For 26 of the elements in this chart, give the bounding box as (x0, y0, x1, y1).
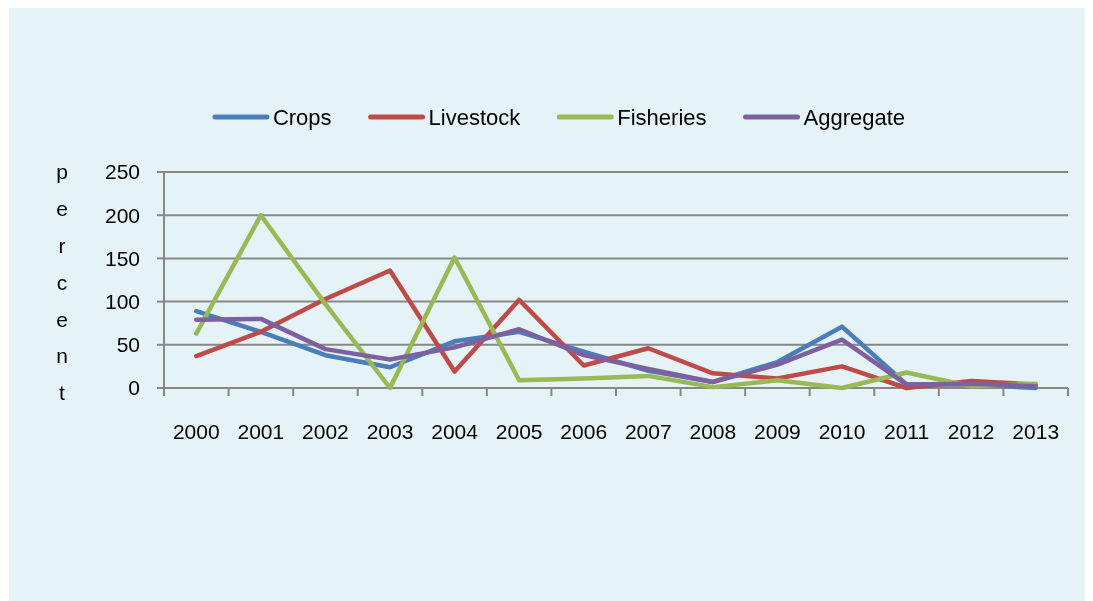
x-tick-label: 2010 (818, 420, 866, 444)
x-tick-label: 2011 (883, 420, 930, 444)
y-tick-label: 200 (104, 203, 140, 227)
x-tick-label: 2012 (947, 420, 995, 444)
x-tick-label: 2009 (754, 420, 801, 444)
x-tick-label: 2013 (1012, 420, 1060, 444)
legend-label: Aggregate (803, 104, 906, 130)
legend-label: Crops (272, 104, 332, 130)
x-tick-label: 2003 (366, 420, 414, 444)
y-tick-label: 250 (104, 160, 140, 184)
x-tick-label: 2008 (689, 420, 737, 444)
x-tick-label: 2002 (302, 420, 349, 444)
x-tick-label: 2001 (237, 420, 285, 444)
y-axis-title: percent (56, 160, 68, 405)
y-tick-label: 0 (128, 376, 140, 400)
x-tick-label: 2007 (624, 420, 672, 444)
legend-label: Fisheries (617, 104, 707, 130)
x-tick-label: 2004 (431, 420, 479, 444)
x-tick-label: 2006 (560, 420, 608, 444)
x-tick-label: 2000 (172, 420, 220, 444)
line-series (194, 212, 1038, 391)
y-tick-label: 50 (116, 333, 140, 357)
legend-label: Livestock (428, 104, 522, 130)
y-tick-label: 100 (104, 289, 140, 313)
x-tick-label: 2005 (495, 420, 543, 444)
y-tick-label: 150 (104, 246, 140, 270)
